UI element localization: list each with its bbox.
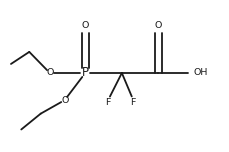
Text: P: P — [82, 66, 88, 79]
Text: F: F — [105, 98, 110, 107]
Text: OH: OH — [193, 69, 207, 78]
Text: O: O — [81, 21, 89, 30]
Text: F: F — [130, 98, 135, 107]
Text: O: O — [46, 69, 53, 78]
Text: O: O — [154, 21, 161, 30]
Text: O: O — [61, 96, 68, 105]
